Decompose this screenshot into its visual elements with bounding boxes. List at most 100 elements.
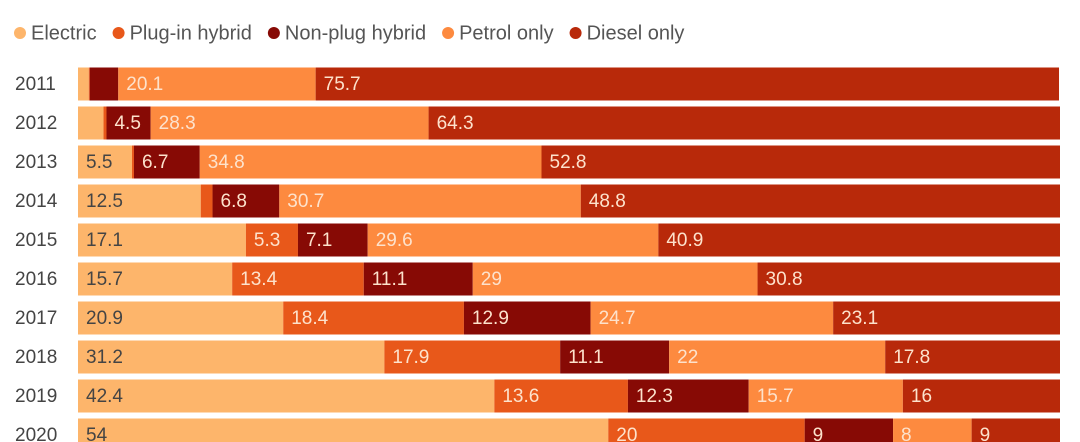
value-label: 34.8: [208, 152, 245, 173]
bar-segment: [590, 301, 834, 335]
value-label: 9: [980, 425, 991, 442]
value-label: 54: [86, 425, 108, 442]
bar-segment: [757, 262, 1060, 296]
y-tick-label: 2019: [15, 386, 57, 407]
bar-segment: [78, 106, 104, 140]
value-label: 13.6: [502, 386, 539, 407]
legend-label: Plug-in hybrid: [130, 22, 252, 44]
legend-label: Non-plug hybrid: [285, 22, 426, 44]
legend-dot: [112, 27, 125, 39]
value-label: 11.1: [372, 269, 408, 290]
value-label: 48.8: [589, 191, 626, 212]
value-label: 13.4: [240, 269, 277, 290]
bar-segment: [658, 223, 1060, 257]
value-label: 18.4: [291, 308, 328, 329]
value-label: 8: [901, 425, 912, 442]
bar-segment: [885, 340, 1060, 374]
bar-segment: [608, 418, 805, 442]
value-label: 20.9: [86, 308, 123, 329]
bar-segment: [78, 184, 201, 218]
bar-segment: [297, 223, 368, 257]
bar-segment: [971, 418, 1060, 442]
bar-segment: [78, 223, 246, 257]
bar-segment: [893, 418, 972, 442]
value-label: 17.1: [86, 230, 123, 251]
bar-segment: [315, 67, 1060, 101]
bar-segment: [78, 145, 133, 179]
bar-segment: [748, 379, 903, 413]
value-label: 12.5: [86, 191, 123, 212]
bar-segment: [367, 223, 659, 257]
value-label: 9: [813, 425, 824, 442]
bar-segment: [78, 262, 233, 296]
bar-segment: [804, 418, 894, 442]
value-label: 6.8: [221, 191, 247, 212]
bar-segment: [494, 379, 628, 413]
bar-segment: [472, 262, 758, 296]
value-label: 5.5: [86, 152, 112, 173]
value-label: 6.7: [142, 152, 168, 173]
value-label: 29.6: [376, 230, 413, 251]
value-label: 12.9: [472, 308, 509, 329]
value-label: 64.3: [437, 113, 474, 134]
value-label: 42.4: [86, 386, 123, 407]
bar-segment: [541, 145, 1060, 179]
value-label: 15.7: [757, 386, 794, 407]
legend-label: Diesel only: [587, 22, 685, 44]
bar-segment: [199, 145, 542, 179]
value-label: 40.9: [666, 230, 703, 251]
y-tick-label: 2012: [15, 113, 57, 134]
value-label: 23.1: [841, 308, 878, 329]
value-label: 31.2: [86, 347, 123, 368]
value-label: 15.7: [86, 269, 123, 290]
bar-segment: [428, 106, 1061, 140]
bar-segment: [580, 184, 1060, 218]
value-label: 30.7: [287, 191, 324, 212]
y-tick-label: 2017: [15, 308, 57, 329]
bar-segment: [88, 67, 90, 101]
value-label: 12.3: [636, 386, 673, 407]
y-tick-label: 2013: [15, 152, 57, 173]
bar-segment: [833, 301, 1060, 335]
value-label: 52.8: [550, 152, 587, 173]
y-tick-label: 2020: [15, 425, 57, 442]
bar-segment: [78, 379, 495, 413]
legend-label: Petrol only: [459, 22, 554, 44]
bar-segment: [132, 145, 134, 179]
bar-segment: [279, 184, 581, 218]
bar-segment: [363, 262, 473, 296]
y-tick-label: 2016: [15, 269, 57, 290]
value-label: 11.1: [568, 347, 604, 368]
value-label: 28.3: [159, 113, 196, 134]
value-label: 20: [616, 425, 637, 442]
value-label: 20.1: [126, 74, 163, 95]
bar-segment: [103, 106, 107, 140]
bar-segment: [89, 67, 119, 101]
bar-segment: [78, 340, 385, 374]
bar-segment: [78, 67, 89, 101]
y-tick-label: 2018: [15, 347, 57, 368]
bar-segment: [232, 262, 364, 296]
value-label: 17.8: [893, 347, 930, 368]
bar-segment: [560, 340, 670, 374]
y-tick-label: 2011: [15, 74, 56, 95]
value-label: 4.5: [114, 113, 140, 134]
bar-segment: [78, 301, 284, 335]
bar-segment: [902, 379, 1060, 413]
legend-dot: [14, 27, 26, 39]
value-label: 5.3: [254, 230, 280, 251]
legend-dot: [267, 27, 280, 39]
value-label: 29: [481, 269, 502, 290]
value-label: 24.7: [599, 308, 636, 329]
y-tick-label: 2014: [15, 191, 58, 212]
bar-segment: [212, 184, 280, 218]
bar-segment: [669, 340, 886, 374]
bar-segment: [463, 301, 591, 335]
legend-dot: [442, 27, 455, 39]
value-label: 30.8: [766, 269, 803, 290]
bar-segment: [106, 106, 151, 140]
bar-segment: [384, 340, 561, 374]
bar-segment: [200, 184, 213, 218]
